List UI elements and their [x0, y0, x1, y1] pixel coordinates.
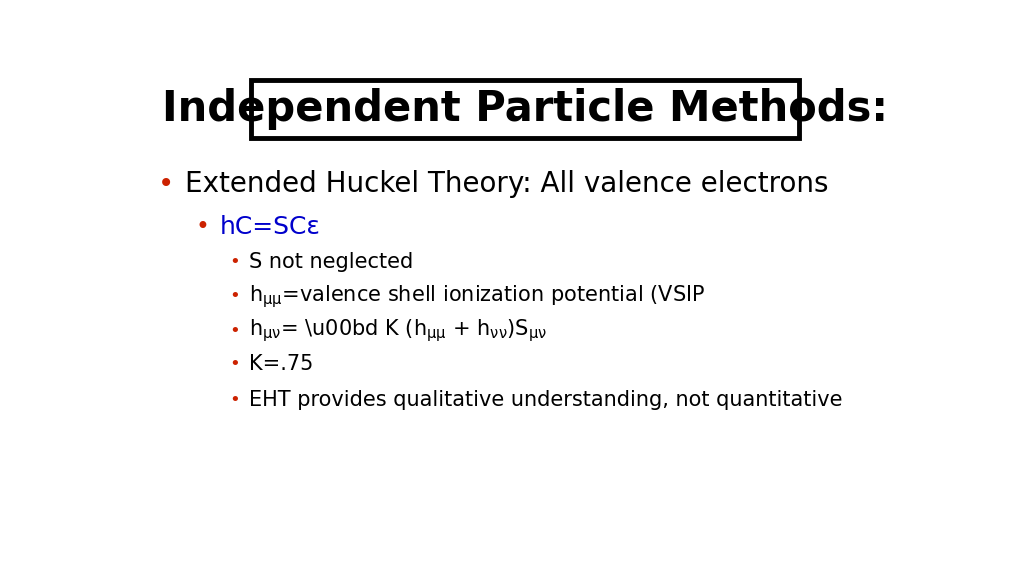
Text: Independent Particle Methods:: Independent Particle Methods: — [162, 88, 888, 130]
Text: •: • — [229, 253, 241, 271]
Text: K=.75: K=.75 — [250, 354, 313, 374]
FancyBboxPatch shape — [251, 80, 799, 138]
Text: $\rm h_{\mu\nu}$= \u00bd K ($\rm h_{\mu\mu}$ + $\rm h_{\nu\nu}$)$\rm S_{\mu\nu}$: $\rm h_{\mu\nu}$= \u00bd K ($\rm h_{\mu\… — [250, 317, 548, 344]
Text: $\rm h_{\mu\mu}$=valence shell ionization potential (VSIP: $\rm h_{\mu\mu}$=valence shell ionizatio… — [250, 283, 706, 310]
Text: EHT provides qualitative understanding, not quantitative: EHT provides qualitative understanding, … — [250, 389, 843, 410]
Text: •: • — [229, 355, 241, 373]
Text: •: • — [229, 391, 241, 408]
Text: hC=SCε: hC=SCε — [219, 215, 321, 238]
Text: •: • — [196, 215, 209, 238]
Text: •: • — [158, 170, 174, 199]
Text: S not neglected: S not neglected — [250, 252, 414, 272]
Text: •: • — [229, 322, 241, 340]
Text: •: • — [229, 287, 241, 305]
Text: Extended Huckel Theory: All valence electrons: Extended Huckel Theory: All valence elec… — [185, 170, 828, 199]
